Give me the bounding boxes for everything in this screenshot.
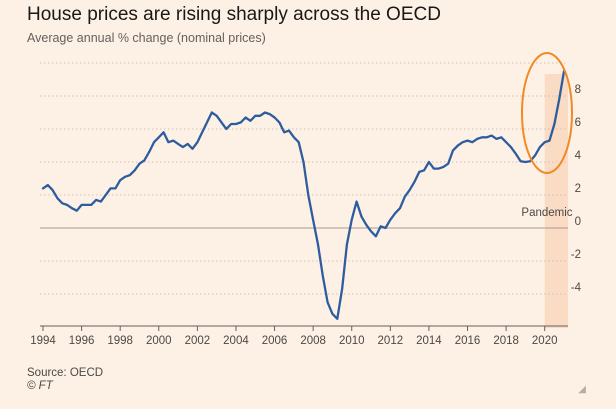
x-tick-label-1998: 1998 bbox=[107, 335, 133, 347]
pandemic-label: Pandemic bbox=[521, 207, 572, 219]
chart-subtitle: Average annual % change (nominal prices) bbox=[27, 31, 266, 45]
chart-title: House prices are rising sharply across t… bbox=[27, 4, 441, 25]
y-tick-label-8: 8 bbox=[575, 84, 581, 96]
x-tick-label-2002: 2002 bbox=[185, 335, 211, 347]
x-tick-label-2008: 2008 bbox=[300, 335, 326, 347]
x-tick-label-2018: 2018 bbox=[493, 335, 519, 347]
highlight-circle bbox=[521, 52, 573, 174]
y-tick-label-6: 6 bbox=[575, 117, 581, 129]
y-tick-label-4: 4 bbox=[575, 150, 582, 162]
x-tick-label-2020: 2020 bbox=[532, 335, 558, 347]
x-tick-label-2010: 2010 bbox=[339, 335, 365, 347]
x-tick-label-1996: 1996 bbox=[69, 335, 95, 347]
x-tick-label-2012: 2012 bbox=[378, 335, 404, 347]
y-tick-label--4: -4 bbox=[571, 282, 582, 294]
y-tick-label--2: -2 bbox=[571, 249, 581, 261]
resize-grip-icon[interactable]: ◢ bbox=[578, 384, 586, 395]
x-tick-label-2014: 2014 bbox=[416, 335, 442, 347]
credit-note: © FT bbox=[27, 380, 53, 392]
x-tick-label-2000: 2000 bbox=[146, 335, 172, 347]
x-tick-label-2016: 2016 bbox=[455, 335, 481, 347]
y-tick-label-0: 0 bbox=[575, 216, 581, 228]
series-line-0 bbox=[41, 70, 566, 320]
x-tick-label-2004: 2004 bbox=[223, 335, 249, 347]
x-tick-label-2006: 2006 bbox=[262, 335, 288, 347]
source-note: Source: OECD bbox=[27, 367, 104, 379]
x-tick-label-1994: 1994 bbox=[30, 335, 56, 347]
y-tick-label-2: 2 bbox=[575, 183, 581, 195]
